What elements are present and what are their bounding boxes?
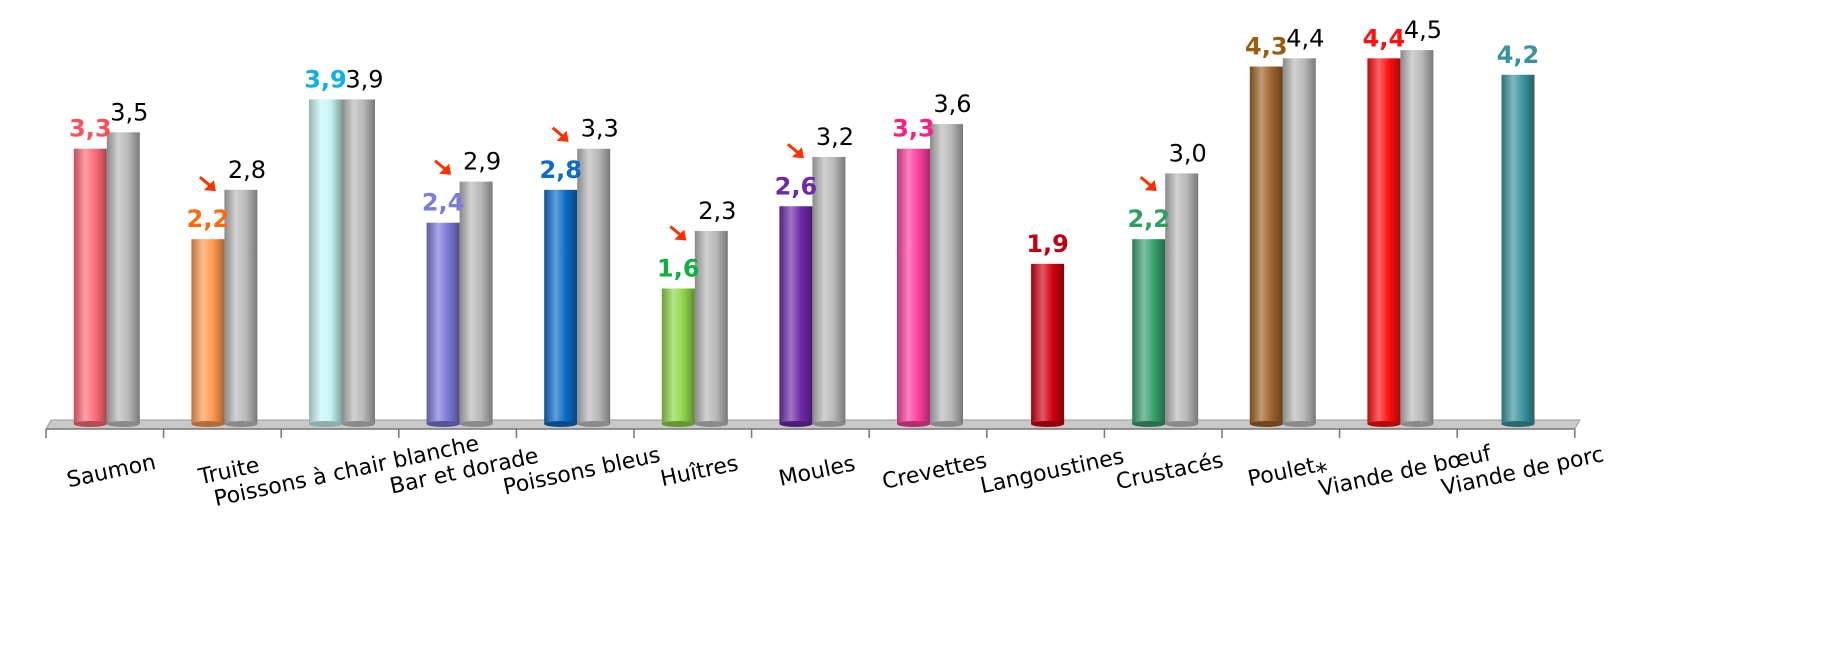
data-label-series2: 2,3 (698, 197, 736, 225)
bar-series1 (1132, 239, 1166, 424)
decline-arrow-icon (669, 225, 687, 241)
category-label: Huîtres (658, 451, 740, 492)
data-label-series1: 3,3 (69, 115, 112, 143)
category-label: Crevettes (880, 448, 989, 495)
data-label-series1: 2,2 (187, 205, 230, 233)
bar-series1 (1501, 74, 1535, 424)
data-label-series1: 4,4 (1363, 24, 1406, 52)
bar-series2 (577, 148, 611, 425)
data-label-series1: 1,6 (657, 254, 700, 282)
footnote-mark: * (1314, 457, 1332, 487)
bar-base (897, 421, 930, 427)
data-label-series2: 3,9 (345, 65, 383, 93)
bar-base (544, 421, 578, 427)
bar-base (1249, 421, 1283, 427)
bar-series1 (897, 148, 930, 425)
value-labels-group: 3,33,52,22,83,93,92,42,9 2,83,31,62,32,63… (69, 16, 1539, 282)
data-label-series2: 4,5 (1404, 16, 1442, 44)
data-label-series1: 2,4 (422, 189, 465, 217)
bar-series2 (459, 181, 493, 424)
bar-series1 (1031, 263, 1065, 424)
data-label-series1: 2,6 (775, 172, 818, 200)
bar-base (1400, 421, 1434, 427)
bar-series1 (1249, 66, 1283, 424)
bars-group (73, 50, 1535, 427)
bar-base (1165, 421, 1199, 427)
bar-base (779, 421, 813, 427)
bar-series2 (930, 124, 963, 424)
bar-base (309, 421, 342, 427)
decline-arrow-icon (786, 143, 804, 159)
bar-series2 (1400, 50, 1434, 424)
decline-arrow-icon (434, 159, 452, 175)
bar-series2 (1165, 173, 1199, 424)
bar-base (106, 421, 140, 427)
bar-base (577, 421, 611, 427)
data-label-series1: 3,9 (304, 65, 347, 93)
bar-series2 (812, 156, 846, 424)
data-label-series1: 3,3 (892, 115, 935, 143)
data-label-series1: 4,2 (1497, 41, 1540, 69)
bar-base (1282, 421, 1316, 427)
bar-series1 (73, 148, 107, 425)
bar-series2 (1282, 58, 1316, 424)
bar-base (342, 421, 375, 427)
data-label-series2: 2,9 (463, 148, 501, 176)
bar-base (426, 421, 460, 427)
bar-series1 (1367, 58, 1401, 424)
data-label-series2: 3,2 (816, 123, 854, 151)
bar-series2 (224, 189, 258, 424)
bar-series1 (779, 206, 813, 424)
bar-base (1132, 421, 1166, 427)
bar-base (812, 421, 846, 427)
bar-base (224, 421, 258, 427)
bar-series1 (661, 288, 695, 424)
bar-base (1501, 421, 1535, 427)
bar-series1 (544, 189, 578, 424)
bar-series2 (342, 99, 375, 425)
data-label-series2: 3,0 (1169, 139, 1207, 167)
decline-arrow-icon (551, 126, 569, 142)
data-label-series1: 2,8 (539, 156, 582, 184)
decline-arrow-icon (1139, 176, 1157, 192)
category-label: Moules (777, 451, 858, 492)
data-label-series2: 2,8 (228, 156, 266, 184)
bar-series1 (309, 99, 342, 425)
data-label-series2: 4,4 (1286, 24, 1324, 52)
category-label: Saumon (65, 450, 158, 493)
category-label: Langoustines (978, 444, 1126, 499)
bar-base (459, 421, 493, 427)
bar-series1 (191, 239, 225, 424)
data-label-series1: 2,2 (1127, 205, 1170, 233)
bar-base (694, 421, 728, 427)
bar-series1 (426, 222, 460, 424)
category-label: Poulet* (1246, 451, 1331, 501)
bar-base (73, 421, 107, 427)
bar-series2 (106, 132, 140, 425)
bar-base (191, 421, 225, 427)
data-label-series1: 1,9 (1026, 230, 1069, 258)
bar-series2 (694, 230, 728, 424)
data-label-series2: 3,3 (581, 115, 619, 143)
data-label-series2: 3,6 (933, 90, 971, 118)
data-label-series2: 3,5 (110, 98, 148, 126)
category-label: Crustacés (1114, 448, 1226, 495)
bar-base (1031, 421, 1065, 427)
decline-arrow-icon (198, 176, 216, 192)
data-label-series1: 4,3 (1245, 33, 1288, 61)
bar-base (661, 421, 695, 427)
bar-base (1367, 421, 1401, 427)
bar-base (930, 421, 963, 427)
